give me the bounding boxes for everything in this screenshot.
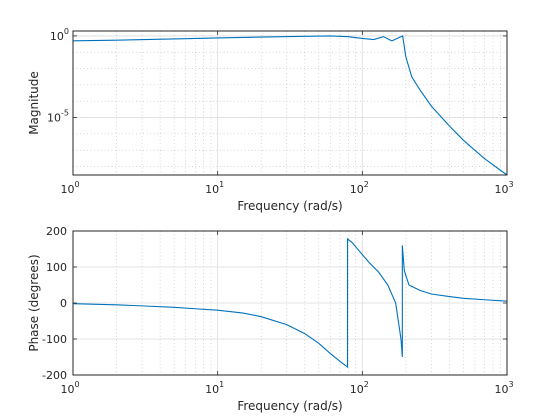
y-axis-label: Phase (degrees) [27, 254, 41, 351]
x-tick-label: 101 [205, 380, 224, 396]
grid [72, 230, 508, 376]
x-tick-label: 100 [60, 180, 79, 196]
x-tick-label: 102 [350, 380, 369, 396]
series-line [72, 237, 508, 369]
y-tick-label: 100 [46, 261, 67, 274]
x-tick-label: 102 [350, 180, 369, 196]
x-tick-label: 100 [60, 380, 79, 396]
phase-plot: 100 101 102 103 200 100 0 -100 -200 Frequency (ra… [27, 225, 514, 413]
series-line [72, 35, 508, 176]
plot-frame [72, 30, 508, 176]
x-tick-label: 103 [494, 380, 513, 396]
x-tick-label: 101 [205, 180, 224, 196]
magnitude-plot: 100 101 102 103 100 10-5 Frequency (rad/s) Magn… [27, 27, 514, 213]
y-tick-label: -100 [42, 333, 67, 346]
y-tick-label: 200 [46, 225, 67, 238]
x-axis-label: Frequency (rad/s) [237, 399, 342, 413]
y-tick-label: 100 [50, 27, 69, 43]
y-axis-label: Magnitude [27, 71, 41, 135]
y-tick-label: 0 [60, 297, 67, 310]
grid [72, 31, 508, 175]
x-axis-label: Frequency (rad/s) [237, 199, 342, 213]
x-tick-label: 103 [494, 180, 513, 196]
y-tick-label: 10-5 [47, 109, 69, 125]
y-tick-label: -200 [42, 369, 67, 382]
